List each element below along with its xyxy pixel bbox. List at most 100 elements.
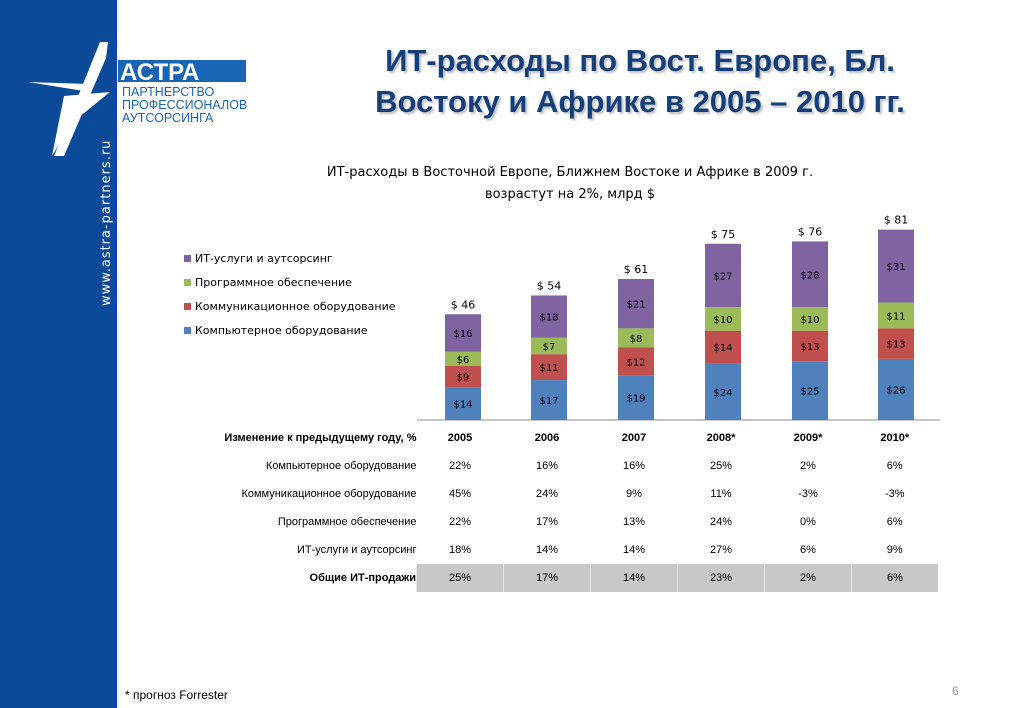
row-label-software: Программное обеспечение bbox=[277, 516, 417, 528]
table-cell: 14% bbox=[535, 544, 559, 556]
table-cell: 2% bbox=[800, 460, 816, 472]
bar-software-3 bbox=[705, 307, 741, 331]
bar-software-4 bbox=[792, 307, 828, 331]
legend-swatch-hardware bbox=[184, 326, 191, 334]
bar-communication-2 bbox=[618, 347, 654, 376]
data-label-communication-0: $9 bbox=[457, 373, 470, 384]
data-label-communication-2: $12 bbox=[626, 357, 645, 368]
table-cell: 24% bbox=[709, 516, 733, 528]
data-label-services-4: $28 bbox=[800, 270, 819, 281]
table-year-2010: 2010* bbox=[880, 432, 910, 444]
data-label-services-2: $21 bbox=[626, 300, 645, 311]
total-label-0: $ 46 bbox=[451, 298, 476, 311]
wordmark-plate bbox=[118, 60, 246, 82]
legend-swatch-communication bbox=[184, 302, 191, 310]
left-sidebar bbox=[0, 0, 117, 708]
chart-title-line-1: ИТ-расходы в Восточной Европе, Ближнем В… bbox=[326, 165, 814, 180]
table-row: Программное обеспечение 22% 17% 13% 24% … bbox=[180, 508, 938, 536]
table-cell: 45% bbox=[448, 488, 472, 500]
table-cell: 17% bbox=[503, 564, 591, 592]
table-cell: 14% bbox=[622, 544, 646, 556]
table-cell: 9% bbox=[626, 488, 642, 500]
page-number: 6 bbox=[952, 684, 959, 698]
table-total-row: Общие ИТ-продажи 25% 17% 14% 23% 2% 6% bbox=[180, 564, 938, 592]
data-label-communication-4: $13 bbox=[800, 342, 819, 353]
bar-hardware-4 bbox=[792, 361, 828, 420]
table-cell: -3% bbox=[884, 488, 905, 500]
chart-legend: ИТ-услуги и аутсорсинг Программное обесп… bbox=[184, 246, 396, 342]
table-year-2005: 2005 bbox=[447, 432, 473, 444]
data-label-hardware-3: $24 bbox=[713, 388, 732, 399]
data-label-software-3: $10 bbox=[713, 315, 732, 326]
table-cell: 13% bbox=[622, 516, 646, 528]
bar-communication-5 bbox=[878, 328, 914, 359]
table-cell: -3% bbox=[798, 488, 818, 500]
growth-table: Изменение к предыдущему году, % 2005 200… bbox=[180, 424, 938, 592]
data-label-hardware-0: $14 bbox=[453, 400, 472, 411]
data-label-software-4: $10 bbox=[800, 315, 819, 326]
row-label-total: Общие ИТ-продажи bbox=[309, 572, 416, 584]
data-label-hardware-2: $19 bbox=[626, 394, 645, 405]
table-cell: 16% bbox=[535, 460, 559, 472]
legend-swatch-services bbox=[184, 254, 191, 262]
legend-swatch-software bbox=[184, 278, 191, 286]
table-row: Компьютерное оборудование 22% 16% 16% 25… bbox=[180, 452, 938, 480]
table-cell: 25% bbox=[709, 460, 733, 472]
legend-item-services: ИТ-услуги и аутсорсинг bbox=[184, 246, 396, 270]
astra-logo-icon: АСТРА bbox=[28, 42, 246, 156]
table-year-2008: 2008* bbox=[706, 432, 736, 444]
legend-label-software: Программное обеспечение bbox=[195, 275, 352, 289]
table-header-label: Изменение к предыдущему году, % bbox=[224, 432, 417, 444]
legend-label-services: ИТ-услуги и аутсорсинг bbox=[195, 251, 333, 265]
bar-services-2 bbox=[618, 279, 654, 329]
table-cell: 6% bbox=[886, 516, 903, 528]
bar-services-3 bbox=[705, 243, 741, 308]
star-shape bbox=[28, 68, 110, 156]
bar-communication-0 bbox=[445, 365, 481, 388]
table-cell: 22% bbox=[448, 460, 472, 472]
table-year-2006: 2006 bbox=[534, 432, 560, 444]
table-cell: 0% bbox=[800, 516, 816, 528]
table-cell: 14% bbox=[590, 564, 678, 592]
table-cell: 2% bbox=[764, 564, 852, 592]
bar-communication-4 bbox=[792, 330, 828, 362]
table-header-row: Изменение к предыдущему году, % 2005 200… bbox=[180, 424, 938, 452]
bar-hardware-2 bbox=[618, 375, 654, 420]
bar-software-0 bbox=[445, 351, 481, 366]
bar-services-0 bbox=[445, 314, 481, 352]
chart-title: ИТ-расходы в Восточной Европе, Ближнем В… bbox=[270, 162, 870, 206]
chart-title-line-2: возрастут на 2%, млрд $ bbox=[484, 187, 656, 202]
logo-line-3: АУТСОРСИНГА bbox=[122, 111, 214, 125]
table-year-2007: 2007 bbox=[621, 432, 647, 444]
row-label-services: ИТ-услуги и аутсорсинг bbox=[297, 544, 417, 556]
legend-item-communication: Коммуникационное оборудование bbox=[184, 294, 396, 318]
bar-hardware-0 bbox=[445, 387, 481, 420]
data-label-services-5: $31 bbox=[886, 262, 905, 273]
slide-title: ИТ-расходы по Вост. Европе, Бл. Востоку … bbox=[300, 40, 980, 122]
total-label-3: $ 75 bbox=[711, 228, 736, 241]
slide-title-line-2: Востоку и Африке в 2005 – 2010 гг. bbox=[375, 84, 905, 119]
total-label-4: $ 76 bbox=[798, 225, 823, 238]
legend-item-software: Программное обеспечение bbox=[184, 270, 396, 294]
data-label-communication-3: $14 bbox=[713, 343, 732, 354]
table-cell: 18% bbox=[448, 544, 472, 556]
data-label-software-1: $7 bbox=[543, 342, 556, 353]
legend-label-communication: Коммуникационное оборудование bbox=[195, 299, 396, 313]
data-label-services-1: $18 bbox=[539, 313, 558, 324]
bar-hardware-5 bbox=[878, 358, 914, 420]
bar-software-5 bbox=[878, 302, 914, 329]
total-label-5: $ 81 bbox=[884, 214, 909, 227]
table-cell: 6% bbox=[851, 564, 938, 592]
table-cell: 17% bbox=[535, 516, 559, 528]
bar-services-5 bbox=[878, 229, 914, 303]
data-label-services-3: $27 bbox=[713, 271, 732, 282]
bar-hardware-1 bbox=[531, 380, 567, 420]
data-label-hardware-5: $26 bbox=[886, 385, 905, 396]
table-year-2009: 2009* bbox=[793, 432, 823, 444]
table-cell: 24% bbox=[535, 488, 559, 500]
footnote: * прогноз Forrester bbox=[125, 688, 228, 702]
row-label-hardware: Компьютерное оборудование bbox=[265, 460, 417, 472]
table-cell: 22% bbox=[448, 516, 472, 528]
data-label-services-0: $16 bbox=[453, 329, 472, 340]
